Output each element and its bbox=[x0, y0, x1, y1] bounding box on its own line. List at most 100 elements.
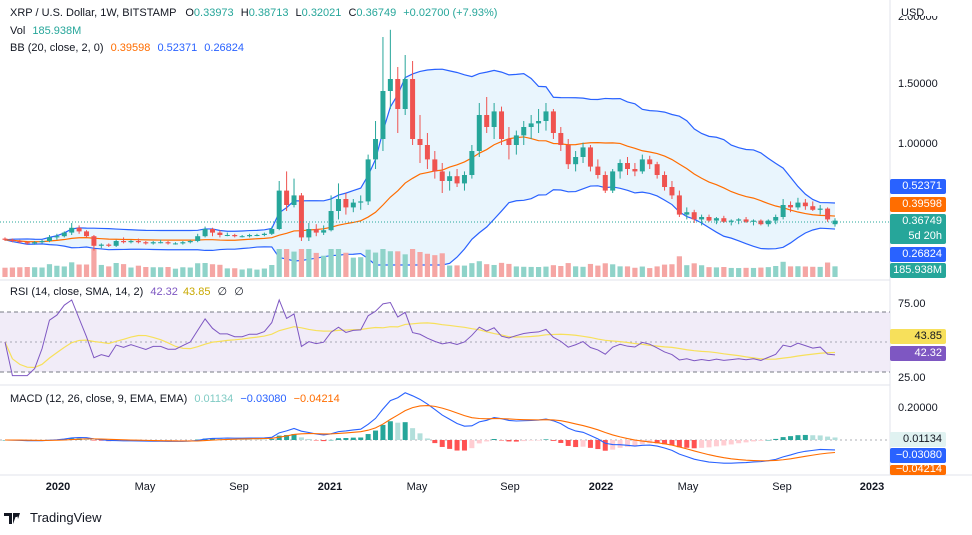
macd-signal-line bbox=[4, 405, 836, 462]
volume-bar bbox=[83, 264, 90, 277]
rsi-sma-box: 43.85 bbox=[890, 329, 946, 344]
candle-body bbox=[758, 220, 764, 225]
candle-body bbox=[721, 218, 727, 222]
volume-bar bbox=[313, 252, 319, 277]
candle-body bbox=[417, 139, 423, 145]
candle-body bbox=[291, 195, 297, 205]
volume-bar bbox=[699, 265, 705, 277]
candle-body bbox=[232, 235, 238, 237]
volume-bar bbox=[17, 267, 23, 277]
volume-bar bbox=[165, 267, 171, 277]
macd-histogram-bar bbox=[402, 422, 408, 440]
macd-histogram-bar bbox=[788, 436, 794, 440]
volume-bar bbox=[639, 266, 645, 277]
volume-bar bbox=[758, 267, 764, 277]
volume-bar bbox=[202, 263, 208, 277]
volume-bar bbox=[150, 267, 156, 277]
volume-bar bbox=[372, 252, 379, 277]
candle-body bbox=[276, 190, 282, 229]
macd-histogram-bar bbox=[543, 439, 549, 440]
macd-histogram-bar bbox=[713, 440, 719, 447]
bb-basis-value: 0.39598 bbox=[110, 42, 151, 54]
bb-basis-line bbox=[4, 136, 836, 243]
volume-bar bbox=[661, 264, 668, 277]
time-tick-may-2022: May bbox=[677, 481, 699, 493]
volume-bar bbox=[350, 257, 356, 277]
volume-bar bbox=[824, 262, 831, 277]
symbol-title: XRP / U.S. Dollar, 1W, BITSTAMP bbox=[10, 7, 177, 19]
macd-histogram-bar bbox=[469, 440, 475, 449]
macd-histogram-bar bbox=[410, 428, 416, 440]
time-tick-2021: 2021 bbox=[317, 481, 343, 493]
candle-body bbox=[788, 205, 794, 208]
volume-bar bbox=[736, 268, 742, 277]
candle-body bbox=[17, 241, 23, 243]
volume-bar bbox=[417, 252, 423, 277]
candle-body bbox=[810, 206, 816, 210]
candle-body bbox=[565, 145, 571, 165]
macd-histogram-bar bbox=[424, 438, 430, 440]
volume-bar bbox=[321, 255, 327, 277]
volume-bar bbox=[387, 251, 393, 277]
macd-histogram-bar bbox=[758, 440, 764, 441]
volume-bar bbox=[335, 249, 342, 277]
candle-body bbox=[469, 151, 475, 175]
volume-bar bbox=[610, 264, 616, 277]
volume-bar bbox=[276, 249, 282, 277]
candle-body bbox=[395, 79, 401, 109]
rsi-empty-1: ∅ bbox=[217, 286, 228, 298]
volume-bar bbox=[306, 249, 312, 277]
price-tick-2: 1.00000 bbox=[898, 138, 938, 150]
macd-histogram-bar bbox=[573, 440, 579, 448]
candle-body bbox=[165, 242, 171, 244]
volume-value: 185.938M bbox=[32, 25, 82, 37]
macd-histogram-bar bbox=[321, 440, 327, 442]
volume-bar bbox=[239, 269, 245, 277]
currency-label: USD bbox=[901, 7, 925, 19]
candle-body bbox=[617, 163, 623, 172]
volume-bar bbox=[365, 249, 371, 277]
time-tick-2022: 2022 bbox=[588, 481, 614, 493]
candle-body bbox=[499, 111, 505, 139]
volume-bar bbox=[298, 249, 305, 277]
candle-body bbox=[195, 236, 201, 241]
candle-body bbox=[358, 201, 364, 203]
macd-histogram-bar bbox=[461, 440, 467, 451]
macd-histogram-bar bbox=[602, 440, 608, 451]
candle-body bbox=[632, 169, 638, 172]
macd-legend: MACD (12, 26, close, 9, EMA, EMA) 0.0113… bbox=[10, 392, 340, 406]
volume-bar bbox=[439, 253, 445, 277]
last-price-value: 0.36749 bbox=[902, 215, 942, 227]
brand-name: TradingView bbox=[30, 510, 102, 525]
time-tick-sep-2020: Sep bbox=[229, 481, 249, 493]
candle-body bbox=[684, 212, 690, 215]
candle-body bbox=[158, 242, 164, 244]
candle-body bbox=[439, 171, 445, 181]
time-tick-2020: 2020 bbox=[45, 481, 71, 493]
candle-body bbox=[69, 227, 75, 233]
candle-body bbox=[802, 202, 808, 207]
candle-body bbox=[335, 199, 341, 211]
volume-bar bbox=[506, 263, 512, 277]
macd-histogram-bar bbox=[476, 440, 482, 444]
volume-bar bbox=[795, 266, 801, 277]
candle-body bbox=[247, 235, 253, 237]
candle-body bbox=[691, 212, 697, 220]
low-value: 0.32021 bbox=[301, 7, 342, 19]
macd-histogram-bar bbox=[328, 439, 334, 441]
volume-bar bbox=[395, 251, 401, 277]
candle-body bbox=[402, 79, 408, 109]
candle-body bbox=[728, 220, 734, 222]
candle-body bbox=[328, 211, 334, 231]
candle-body bbox=[536, 121, 542, 124]
macd-pane bbox=[0, 392, 890, 464]
last-price-box: 0.36749 5d 20h bbox=[890, 214, 946, 244]
macd-histogram-bar bbox=[676, 440, 682, 448]
tradingview-logo[interactable]: TradingView bbox=[4, 510, 102, 525]
candle-body bbox=[269, 229, 275, 234]
candle-body bbox=[180, 242, 186, 244]
candle-body bbox=[343, 199, 349, 208]
candle-body bbox=[432, 159, 438, 172]
volume-bar bbox=[602, 263, 608, 277]
